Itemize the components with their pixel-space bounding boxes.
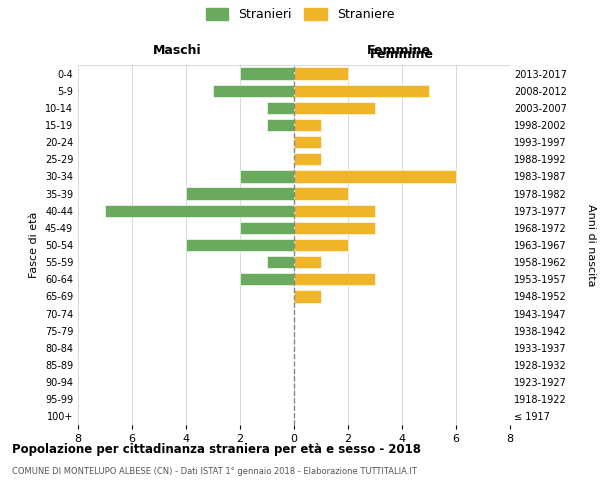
- Legend: Stranieri, Straniere: Stranieri, Straniere: [201, 2, 399, 26]
- Y-axis label: Fasce di età: Fasce di età: [29, 212, 39, 278]
- Bar: [240, 170, 294, 182]
- Bar: [294, 204, 375, 217]
- Bar: [267, 102, 294, 114]
- Bar: [294, 68, 348, 80]
- Bar: [294, 188, 348, 200]
- Bar: [240, 222, 294, 234]
- Bar: [294, 136, 321, 148]
- Text: Femmine: Femmine: [367, 44, 431, 58]
- Bar: [105, 204, 294, 217]
- Bar: [294, 273, 375, 285]
- Bar: [240, 68, 294, 80]
- Bar: [240, 273, 294, 285]
- Text: Femmine: Femmine: [370, 48, 434, 62]
- Bar: [186, 188, 294, 200]
- Bar: [294, 290, 321, 302]
- Text: COMUNE DI MONTELUPO ALBESE (CN) - Dati ISTAT 1° gennaio 2018 - Elaborazione TUTT: COMUNE DI MONTELUPO ALBESE (CN) - Dati I…: [12, 468, 417, 476]
- Bar: [267, 119, 294, 131]
- Bar: [294, 170, 456, 182]
- Bar: [294, 119, 321, 131]
- Bar: [186, 239, 294, 251]
- Y-axis label: Anni di nascita: Anni di nascita: [586, 204, 596, 286]
- Bar: [267, 256, 294, 268]
- Bar: [294, 84, 429, 97]
- Text: Maschi: Maschi: [152, 44, 202, 58]
- Bar: [294, 102, 375, 114]
- Text: Popolazione per cittadinanza straniera per età e sesso - 2018: Popolazione per cittadinanza straniera p…: [12, 442, 421, 456]
- Bar: [294, 153, 321, 166]
- Bar: [213, 84, 294, 97]
- Bar: [294, 239, 348, 251]
- Bar: [294, 256, 321, 268]
- Bar: [294, 222, 375, 234]
